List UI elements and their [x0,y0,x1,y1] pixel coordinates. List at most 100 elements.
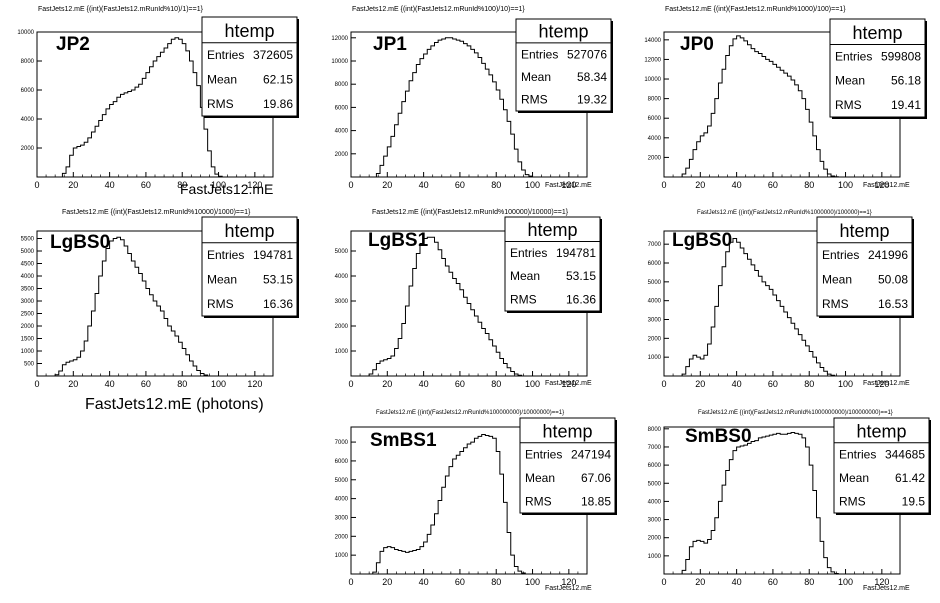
stats-box: htemp Entries 372605 Mean 62.15 RMS 19.86 [201,16,299,118]
panel-label: SmBS0 [685,426,752,447]
stats-entries-label: Entries [839,447,876,461]
y-tick-label: 3000 [21,299,35,305]
histogram-line [664,238,900,377]
histogram-line [351,434,587,575]
stats-mean-label: Mean [835,74,865,88]
x-tick-label: 100 [838,577,853,587]
x-tick-label: 120 [561,577,576,587]
histogram-title: FastJets12.mE {(int)(FastJets12.mRunId%1… [376,410,564,416]
y-tick-label: 10000 [17,30,34,36]
x-tick-label: 40 [105,180,115,190]
x-tick-label: 80 [177,180,187,190]
stats-mean-value: 58.34 [577,70,607,84]
histogram-title: FastJets12.mE {(int)(FastJets12.mRunId%1… [372,209,569,216]
stats-mean-label: Mean [525,471,555,485]
stats-entries-value: 247194 [571,447,611,461]
stats-box: htemp Entries 599808 Mean 56.18 RMS 19.41 [829,18,927,119]
stats-entries-label: Entries [822,248,859,262]
x-tick-label: 60 [768,180,778,190]
x-tick-label: 20 [695,180,705,190]
stats-mean-value: 62.15 [263,72,293,86]
stats-entries-label: Entries [835,50,872,64]
y-tick-label: 1000 [21,349,35,355]
x-tick-label: 120 [561,379,576,389]
stats-rms-value: 18.85 [581,494,611,508]
stats-rms-value: 16.36 [263,297,293,311]
x-tick-label: 60 [455,577,465,587]
stats-rms-label: RMS [835,98,862,112]
y-tick-label: 7000 [648,445,662,451]
panel-label: JP1 [373,34,407,55]
x-tick-label: 0 [661,577,666,587]
y-tick-label: 3000 [335,515,349,521]
x-tick-label: 100 [838,379,853,389]
histogram-line [664,431,900,575]
x-tick-label: 0 [348,180,353,190]
panel-label: SmBS1 [370,430,437,451]
stats-title: htemp [839,221,889,241]
stats-entries-label: Entries [521,47,558,61]
stats-title: htemp [527,220,577,240]
histogram-line [351,236,587,377]
x-tick-label: 40 [419,180,429,190]
stats-box-frame [829,18,926,118]
x-tick-label: 0 [348,577,353,587]
y-tick-label: 2000 [335,152,349,158]
x-tick-label: 40 [732,379,742,389]
x-tick-label: 40 [419,577,429,587]
panel-label: LgBS0 [672,230,732,251]
stats-mean-value: 67.06 [581,471,611,485]
y-tick-label: 500 [24,362,35,368]
y-tick-label: 3500 [21,287,35,293]
histogram-title: FastJets12.mE {(int)(FastJets12.mRunId%1… [352,6,525,13]
stats-mean-label: Mean [839,471,869,485]
x-axis-label: FastJets12.mE [863,380,910,387]
x-tick-label: 20 [68,180,78,190]
y-tick-label: 1000 [648,554,662,560]
histogram-panel-8: FastJets12.mE {(int)(FastJets12.mRunId%1… [648,410,931,592]
panel-label: LgBS0 [50,232,110,253]
y-tick-label: 1500 [21,337,35,343]
histogram-title: FastJets12.mE {(int)(FastJets12.mRunId%1… [697,210,872,216]
y-tick-label: 2000 [21,324,35,330]
stats-box: htemp Entries 194781 Mean 53.15 RMS 16.36 [201,216,299,318]
x-tick-label: 120 [874,577,889,587]
y-tick-label: 2000 [21,146,35,152]
histogram-panel-2: FastJets12.mE {(int)(FastJets12.mRunId%1… [331,6,613,190]
stats-mean-label: Mean [822,272,852,286]
y-tick-label: 10000 [644,77,661,83]
stats-box: htemp Entries 241996 Mean 50.08 RMS 16.53 [816,216,914,318]
y-tick-label: 1000 [335,553,349,559]
histogram-panel-5: FastJets12.mE {(int)(FastJets12.mRunId%1… [335,209,602,389]
x-tick-label: 80 [491,180,501,190]
histogram-title: FastJets12.mE {(int)(FastJets12.mRunId%1… [665,6,846,13]
stats-rms-label: RMS [525,494,552,508]
x-tick-label: 120 [247,180,262,190]
y-tick-label: 8000 [335,82,349,88]
y-tick-label: 4000 [335,497,349,503]
x-axis-label: FastJets12.mE [863,182,910,189]
y-tick-label: 5000 [648,280,662,286]
stats-rms-label: RMS [207,297,234,311]
stats-title: htemp [856,421,906,441]
y-tick-label: 4000 [648,299,662,305]
y-tick-label: 7000 [648,242,662,248]
histogram-title: FastJets12.mE {(int)(FastJets12.mRunId%1… [698,410,893,416]
x-tick-label: 80 [491,577,501,587]
y-tick-label: 2000 [648,336,662,342]
x-tick-label: 60 [141,180,151,190]
x-tick-label: 100 [525,577,540,587]
y-tick-label: 6000 [648,261,662,267]
y-tick-label: 3000 [335,299,349,305]
x-tick-label: 0 [34,379,39,389]
y-tick-label: 6000 [21,88,35,94]
y-tick-label: 6000 [335,459,349,465]
y-tick-label: 3000 [648,318,662,324]
y-tick-label: 2000 [648,536,662,542]
stats-mean-value: 53.15 [263,272,293,286]
x-tick-label: 20 [382,379,392,389]
x-tick-label: 100 [525,379,540,389]
histogram-title: FastJets12.mE {(int)(FastJets12.mRunId%1… [62,209,251,216]
stats-entries-value: 241996 [868,248,908,262]
